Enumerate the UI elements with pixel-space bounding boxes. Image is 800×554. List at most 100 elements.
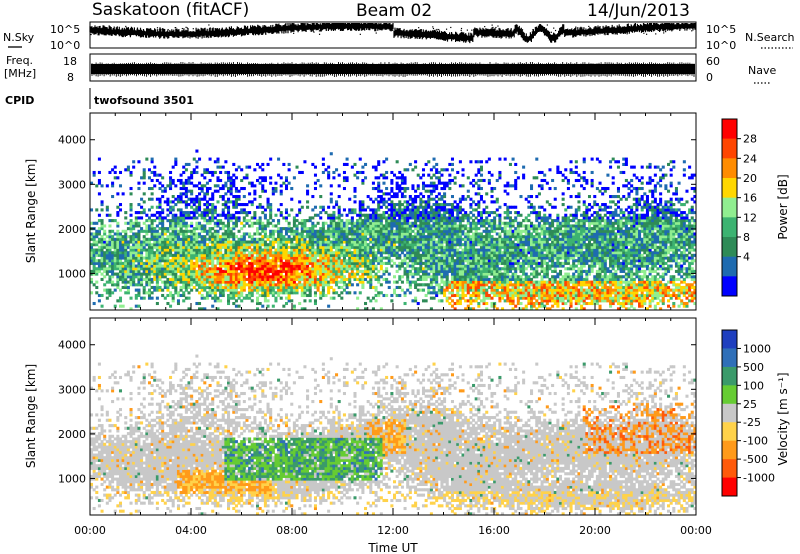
power-cell: [369, 251, 373, 255]
power-cell: [250, 261, 254, 265]
power-cell: [458, 280, 462, 284]
power-cell: [240, 288, 244, 292]
power-cell: [358, 213, 362, 217]
power-cell: [174, 197, 178, 201]
power-cell: [466, 288, 470, 292]
power-cell: [182, 192, 186, 196]
power-cell: [263, 208, 267, 212]
power-cell: [284, 264, 289, 268]
nsearch-dot: [297, 25, 299, 27]
power-cell: [140, 243, 144, 247]
power-cell: [155, 259, 159, 263]
power-cell: [429, 296, 433, 300]
power-cell: [308, 232, 312, 236]
power-cell: [316, 251, 320, 255]
power-cell: [377, 245, 381, 249]
power-cell: [411, 205, 415, 209]
power-cell: [364, 267, 368, 271]
power-cell: [385, 277, 389, 281]
power-cell: [342, 208, 346, 212]
power-cell: [187, 216, 191, 220]
power-cell: [245, 240, 249, 244]
power-cell: [213, 299, 217, 303]
power-cell: [411, 280, 415, 284]
power-cell: [424, 277, 428, 281]
power-cell: [337, 205, 341, 209]
power-cell: [227, 275, 231, 279]
power-cell: [219, 277, 223, 281]
power-cell: [432, 229, 436, 233]
nsearch-dot: [185, 26, 187, 28]
power-cell: [390, 264, 394, 268]
power-cell: [227, 213, 231, 217]
power-cell: [432, 261, 436, 265]
power-cell: [300, 275, 304, 279]
power-cell: [466, 232, 470, 236]
power-cell: [271, 288, 275, 292]
power-cell: [329, 251, 333, 255]
power-cell: [234, 235, 238, 239]
cpid-row: CPID twofsound 3501: [5, 88, 194, 109]
power-cell: [166, 197, 170, 201]
nsearch-dot: [229, 30, 231, 32]
power-cell: [321, 205, 325, 209]
power-cell: [421, 184, 426, 188]
power-cell: [274, 277, 278, 281]
power-cell: [453, 248, 457, 252]
nsearch-dot: [612, 30, 614, 33]
power-cell: [319, 277, 323, 281]
power-cell: [303, 261, 307, 265]
power-cell: [464, 285, 468, 290]
nsearch-dot: [466, 29, 468, 31]
power-cell: [203, 259, 207, 263]
power-cell: [327, 170, 331, 175]
power-cell: [140, 267, 144, 271]
power-cell: [184, 288, 188, 292]
power-cell: [134, 251, 138, 255]
power-cell: [274, 189, 278, 193]
power-cell: [211, 237, 215, 241]
power-cell: [469, 181, 473, 185]
power-cell: [219, 272, 223, 276]
power-cell: [329, 152, 333, 156]
power-cell: [221, 280, 225, 284]
power-cell: [137, 256, 141, 260]
power-cell: [379, 195, 383, 199]
power-cell: [458, 275, 462, 279]
power-cell: [453, 243, 457, 247]
power-cell: [158, 203, 162, 207]
power-cell: [153, 275, 157, 279]
power-cell: [240, 256, 244, 260]
power-cell: [240, 264, 244, 268]
power-cell: [137, 240, 141, 244]
power-cell: [200, 285, 204, 290]
nsearch-dot: [607, 27, 609, 29]
power-cell: [403, 269, 407, 273]
power-cell: [456, 301, 460, 306]
power-cell: [482, 296, 486, 300]
power-cell: [240, 221, 244, 225]
power-cell: [366, 195, 370, 199]
power-cell: [198, 192, 202, 196]
power-cell: [440, 173, 444, 177]
power-cell: [245, 283, 249, 287]
power-cell: [132, 253, 136, 257]
power-cell: [408, 280, 412, 284]
power-cell: [261, 264, 265, 268]
power-cell: [274, 283, 278, 287]
power-cell: [414, 296, 418, 300]
power-cell: [108, 243, 112, 247]
power-cell: [427, 200, 431, 204]
power-cell: [216, 176, 220, 180]
power-cell: [279, 248, 283, 252]
power-cell: [184, 296, 188, 300]
power-cell: [208, 280, 212, 284]
power-cell: [474, 293, 478, 298]
power-cell: [466, 248, 470, 252]
power-cell: [229, 283, 233, 287]
power-cell: [166, 251, 170, 255]
power-cell: [335, 243, 339, 247]
power-cell: [466, 277, 470, 281]
power-cell: [182, 272, 186, 276]
power-cell: [258, 277, 262, 281]
